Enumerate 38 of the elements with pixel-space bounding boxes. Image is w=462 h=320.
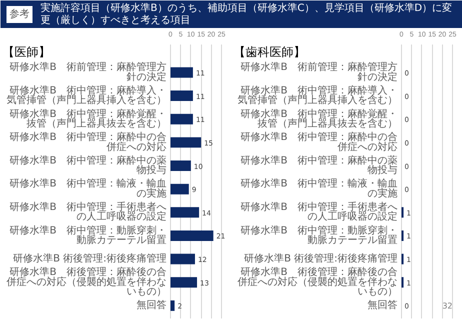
text: 【歯科医師】	[234, 44, 306, 59]
bar	[170, 184, 189, 194]
y-tick-label: 研修水準B 術中管理：麻酔中の薬物投与	[240, 154, 398, 176]
y-tick-label: 研修水準B 術中管理：麻酔導入・気管挿管（声門上器具挿入を含む）	[6, 84, 167, 106]
y-tick-label: 研修水準B 術中管理：麻酔覚醒・抜管（声門上器具抜去を含む）	[10, 108, 167, 130]
y-tick-label: 研修水準B 術後管理:術後疼痛管理	[244, 252, 398, 265]
y-tick-label: 研修水準B 術中管理：輸液・輸血の実施	[10, 178, 167, 200]
y-tick-label: 研修水準B 術中管理：麻酔覚醒・抜管（声門上器具抜去を含む）	[240, 108, 398, 130]
y-tick-label: 研修水準B 術前管理：麻酔管理方針の決定	[10, 61, 167, 83]
y-tick-label: 研修水準B 術中管理：麻酔中の合併症への対応	[10, 131, 167, 153]
y-tick-label: 研修水準B 術中管理：麻酔導入・気管挿管（声門上器具挿入を含む）	[238, 84, 398, 106]
text: 【医師】	[2, 44, 50, 59]
bar	[170, 300, 175, 311]
text: 実施許容項目（研修水準B）のうち、補助項目（研修水準C）、見学項目（研修水準D）に変更（厳しく）すべきと考える項目	[40, 2, 452, 26]
bar	[170, 207, 200, 218]
y-tick-label: 研修水準B 術後管理:術後疼痛管理	[13, 252, 167, 265]
y-tick-label: 研修水準B 術中管理：手術患者への人工呼吸器の設定	[240, 201, 398, 223]
y-tick-label: 無回答	[368, 299, 398, 312]
annotation: 32	[442, 302, 453, 311]
bar	[170, 160, 191, 172]
y-tick-label: 研修水準B 術後管理：麻酔後の合併症への対応（侵襲的処置を伴わないもの）	[6, 266, 167, 298]
bar	[170, 277, 198, 288]
bar	[170, 67, 193, 78]
bar	[170, 230, 214, 241]
y-tick-label: 研修水準B 術後管理：麻酔後の合併症への対応（侵襲的処置を伴わないもの）	[238, 266, 398, 298]
bar	[170, 114, 193, 124]
y-tick-label: 研修水準B 術中管理：麻酔中の合併症への対応	[240, 131, 398, 153]
y-tick-label: 無回答	[136, 299, 166, 312]
y-tick-label: 研修水準B 術中管理：輸液・輸血の実施	[240, 178, 398, 200]
y-tick-label: 研修水準B 術中管理：手術患者への人工呼吸器の設定	[10, 201, 167, 223]
bar	[170, 254, 195, 264]
y-tick-label: 研修水準B 術中管理：麻酔中の薬物投与	[10, 154, 167, 176]
y-tick-label: 研修水準B 術中管理：動脈穿刺・動脈カテーテル留置	[240, 224, 398, 246]
y-tick-label: 研修水準B 術前管理：麻酔管理方針の決定	[240, 61, 398, 83]
text: 参考	[10, 8, 30, 20]
bar	[170, 90, 193, 102]
y-tick-label: 研修水準B 術中管理：動脈穿刺・動脈カテーテル留置	[10, 224, 167, 246]
bar	[170, 137, 202, 148]
